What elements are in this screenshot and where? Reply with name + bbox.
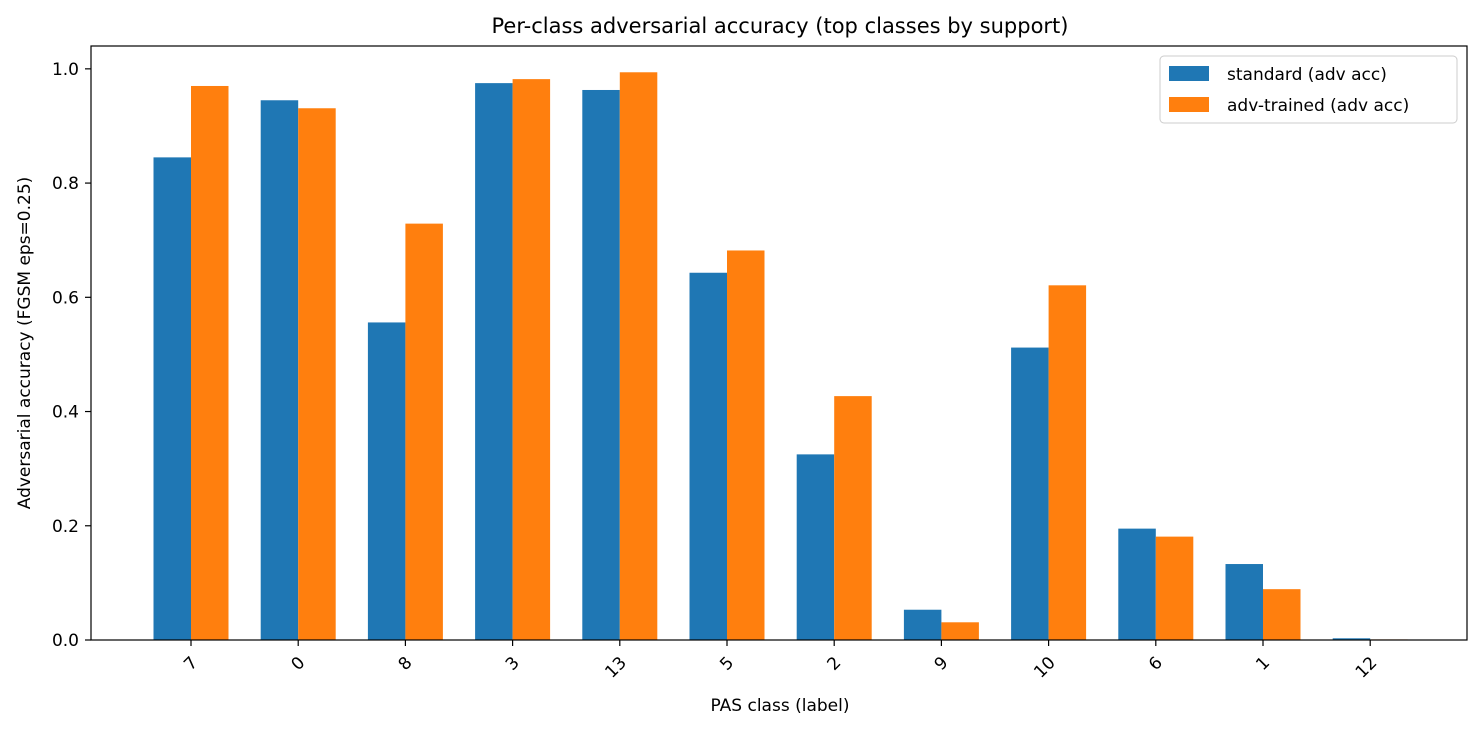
bar-standard-9 xyxy=(903,609,942,640)
legend-label-standard: standard (adv acc) xyxy=(1227,65,1387,85)
bar-standard-3 xyxy=(475,83,513,640)
bar-standard-8 xyxy=(367,322,406,640)
y-tick-label: 0.2 xyxy=(52,517,79,537)
bar-adv-trained-13 xyxy=(619,72,658,641)
bar-adv-trained-9 xyxy=(941,622,979,640)
plot-frame xyxy=(90,45,1468,641)
bar-adv-trained-8 xyxy=(405,223,443,640)
legend-label-adv-trained: adv-trained (adv acc) xyxy=(1227,96,1409,116)
bar-standard-5 xyxy=(689,272,727,640)
y-tick-label: 0.4 xyxy=(52,403,79,423)
bar-standard-13 xyxy=(582,89,620,641)
y-tick-label: 1.0 xyxy=(52,60,79,80)
bar-standard-7 xyxy=(153,157,191,640)
bar-standard-1 xyxy=(1225,564,1263,640)
bar-adv-trained-10 xyxy=(1048,285,1087,640)
bar-adv-trained-6 xyxy=(1155,536,1194,640)
y-tick-label: 0.6 xyxy=(52,288,79,308)
legend: standard (adv acc) adv-trained (adv acc) xyxy=(1159,55,1458,124)
y-tick-label: 0.8 xyxy=(52,174,79,194)
x-axis-label: PAS class (label) xyxy=(711,696,850,716)
bar-adv-trained-0 xyxy=(298,108,336,641)
bar-standard-0 xyxy=(260,100,299,640)
bar-adv-trained-1 xyxy=(1263,589,1301,640)
chart-title: Per-class adversarial accuracy (top clas… xyxy=(492,14,1069,38)
legend-frame xyxy=(1159,55,1458,124)
y-axis-label: Adversarial accuracy (FGSM eps=0.25) xyxy=(15,177,35,510)
bar-standard-2 xyxy=(796,454,835,640)
bar-adv-trained-3 xyxy=(512,79,551,640)
bar-standard-12 xyxy=(1332,638,1371,640)
y-axis: 0.0 0.2 0.4 0.6 0.8 1.0 xyxy=(52,60,91,651)
bar-standard-10 xyxy=(1011,347,1049,640)
bar-standard-6 xyxy=(1118,528,1156,640)
bar-adv-trained-2 xyxy=(834,396,872,640)
bar-adv-trained-5 xyxy=(727,250,765,640)
legend-swatch-adv-trained xyxy=(1169,97,1209,112)
legend-swatch-standard xyxy=(1169,66,1209,81)
bars-layer xyxy=(153,72,1408,641)
y-tick-label: 0.0 xyxy=(52,631,79,651)
bar-adv-trained-7 xyxy=(191,85,229,640)
